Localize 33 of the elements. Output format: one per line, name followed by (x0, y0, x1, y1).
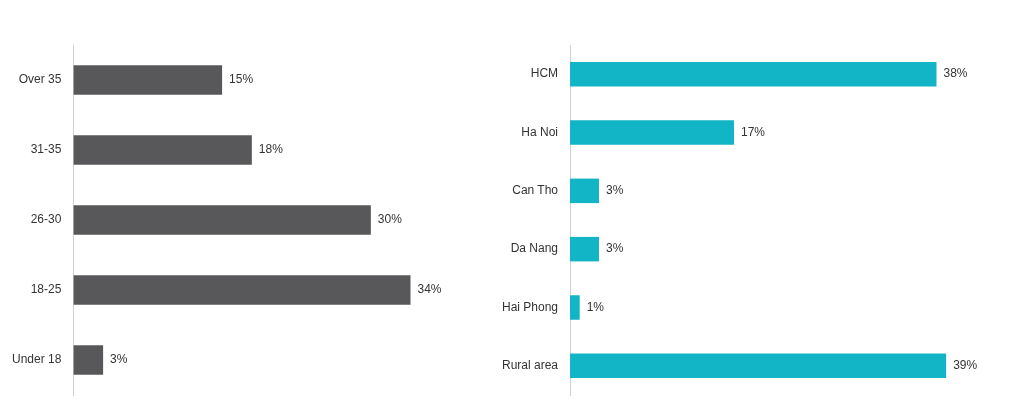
y-tick-label: Ha Noi (521, 124, 559, 139)
y-tick-label: Da Nang (510, 241, 559, 256)
bar (570, 295, 580, 320)
y-tick-label: Under 18 (11, 352, 62, 367)
data-label: 3% (110, 352, 128, 367)
bar (570, 178, 599, 204)
data-label: 17% (740, 124, 766, 139)
bar (570, 120, 734, 145)
y-tick-label: Rural area (502, 358, 559, 373)
data-label: 18% (258, 142, 284, 157)
bar (570, 236, 599, 262)
data-label: 3% (605, 183, 624, 198)
data-label: 34% (417, 282, 442, 297)
y-tick-label: Hai Phong (501, 299, 559, 314)
data-label: 3% (605, 241, 624, 256)
y-tick-label: HCM (530, 66, 559, 81)
y-tick-label: Over 35 (18, 72, 62, 87)
data-label: 15% (229, 72, 254, 87)
data-label: 38% (943, 66, 968, 81)
bar (73, 65, 223, 95)
bar (73, 135, 252, 165)
bar (570, 353, 947, 379)
y-tick-label: 31-35 (30, 142, 62, 157)
bar (73, 205, 371, 235)
data-label: 1% (586, 299, 605, 314)
bar (570, 61, 937, 87)
bar (73, 275, 411, 305)
data-label: 39% (953, 358, 978, 373)
y-tick-label: 26-30 (30, 212, 62, 227)
bar (73, 345, 104, 375)
y-tick-label: 18-25 (30, 282, 62, 297)
y-tick-label: Can Tho (512, 183, 559, 198)
data-label: 30% (377, 212, 403, 227)
